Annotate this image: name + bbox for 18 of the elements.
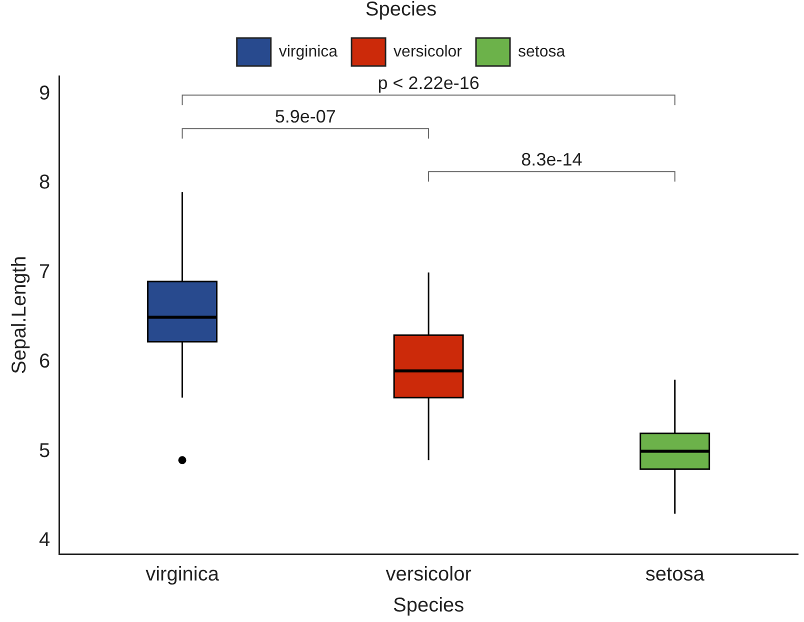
annotation: 8.3e-14: [521, 150, 582, 170]
annotation: p < 2.22e-16: [378, 73, 480, 94]
y-tick-label: 8: [39, 172, 50, 194]
y-tick-label: 7: [39, 261, 50, 284]
x-tick-label: versicolor: [386, 564, 472, 586]
y-axis-title: Sepal.Length: [8, 256, 31, 374]
legend-label: setosa: [518, 43, 566, 60]
y-tick-label: 5: [39, 440, 50, 462]
legend-label: virginica: [278, 43, 338, 60]
legend-title: Species: [365, 0, 437, 21]
y-tick-label: 6: [39, 350, 50, 372]
legend-label: versicolor: [394, 43, 463, 60]
x-axis-title: Species: [392, 594, 464, 617]
annotation: 5.9e-07: [274, 106, 336, 127]
x-tick-label: setosa: [645, 564, 706, 586]
y-tick-label: 9: [39, 82, 50, 104]
x-tick-label: virginica: [146, 564, 220, 586]
y-tick-label: 4: [39, 529, 50, 552]
